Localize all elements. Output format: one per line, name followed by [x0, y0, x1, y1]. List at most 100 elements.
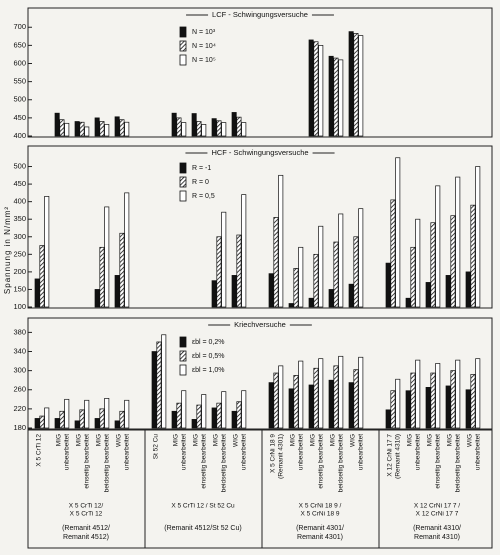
bar — [191, 419, 197, 429]
group-joint: X 5 CrTi 12/ — [69, 503, 104, 510]
bar — [268, 382, 274, 429]
bar — [415, 359, 421, 429]
bar — [395, 378, 401, 429]
bar — [176, 402, 182, 429]
bar — [333, 365, 339, 429]
bar — [59, 410, 65, 429]
x-tick-label: einseitig bearbeitet — [201, 434, 208, 489]
bar — [470, 374, 476, 429]
legend-swatch — [179, 162, 187, 174]
group-label: (Remanit 4512/ — [62, 525, 110, 532]
bar — [288, 388, 294, 429]
x-tick-label: WIG — [467, 434, 474, 447]
panel-title: LCF - Schwingungsversuche — [212, 10, 308, 19]
bar — [415, 218, 421, 308]
bar — [176, 117, 182, 137]
bar — [94, 418, 100, 429]
group-label: (Remanit 4301/ — [296, 525, 344, 532]
bar — [385, 409, 391, 429]
bar — [430, 222, 436, 308]
bar — [119, 119, 125, 137]
legend-swatch — [179, 176, 187, 188]
legend-swatch — [179, 336, 187, 348]
bar — [59, 119, 65, 137]
bar — [64, 122, 70, 137]
bar — [358, 35, 364, 137]
x-tick-label: WIG — [350, 434, 357, 447]
bar — [410, 246, 416, 308]
panel-frame — [27, 145, 493, 309]
legend-label: R = 0,5 — [192, 193, 215, 200]
bar — [333, 241, 339, 308]
bar — [151, 351, 157, 429]
bar — [318, 358, 324, 429]
bar — [405, 390, 411, 429]
bar — [221, 122, 227, 137]
category-frame — [27, 429, 493, 549]
bar — [196, 121, 202, 137]
legend-swatch — [179, 364, 187, 376]
x-tick-label: WIG — [233, 434, 240, 447]
y-tick-label: 400 — [13, 131, 26, 140]
bar — [236, 401, 242, 429]
x-tick-label: MIG — [173, 434, 180, 446]
bar — [64, 398, 70, 429]
panel-title: Kriechversuche — [234, 320, 286, 329]
x-tick-label: beidseitig bearbeitet — [338, 434, 345, 492]
y-tick-label: 100 — [13, 302, 26, 311]
group-label: Remanit 4512) — [63, 534, 109, 541]
y-tick-label: 450 — [13, 113, 26, 122]
bar — [161, 334, 167, 429]
bar — [308, 384, 314, 429]
bar — [338, 213, 344, 308]
bar — [119, 232, 125, 308]
x-tick-label: beidseitig bearbeitet — [221, 434, 228, 492]
bar — [44, 407, 50, 429]
bar — [465, 389, 471, 429]
legend-swatch — [179, 54, 187, 66]
legend-label: N = 10⁴ — [192, 43, 216, 50]
bar — [328, 289, 334, 308]
x-tick-label: unbearbeitet — [298, 434, 305, 470]
bar — [313, 41, 319, 137]
bar — [114, 420, 120, 429]
bar — [241, 390, 247, 429]
x-tick-label: WIG — [116, 434, 123, 447]
x-tick-label: (Remanit 4301) — [278, 434, 285, 479]
y-tick-label: 250 — [13, 249, 26, 258]
bar — [435, 363, 441, 429]
bar — [395, 157, 401, 308]
bar — [358, 356, 364, 429]
bar — [114, 116, 120, 137]
x-tick-label: unbearbeitet — [181, 434, 188, 470]
panel-frame — [27, 317, 493, 430]
bar — [231, 112, 237, 137]
bar — [171, 112, 177, 137]
legend-label: εbl = 0,2% — [192, 339, 225, 346]
x-tick-label: MIG — [447, 434, 454, 446]
y-tick-label: 500 — [13, 95, 26, 104]
panel-title: HCF - Schwingungsversuche — [211, 148, 308, 157]
legend-swatch — [179, 40, 187, 52]
legend-swatch — [179, 190, 187, 202]
bar — [348, 283, 354, 308]
bar — [231, 410, 237, 429]
x-tick-label: MIG — [427, 434, 434, 446]
bar — [54, 112, 60, 137]
bar — [425, 387, 431, 429]
bar — [211, 407, 217, 429]
x-tick-label: X 12 CrNi 17 7 — [387, 434, 394, 477]
bar — [318, 225, 324, 308]
group-joint: X 5 CrTi 12 / St 52 Cu — [171, 503, 235, 510]
y-tick-label: 220 — [13, 404, 26, 413]
bar — [221, 211, 227, 308]
bar — [278, 174, 284, 308]
bar — [231, 275, 237, 308]
bar — [216, 236, 222, 308]
bar — [54, 418, 60, 429]
panel-frame — [27, 7, 493, 138]
group-label: (Remanit 4310/ — [413, 525, 461, 532]
bar — [39, 415, 45, 429]
bar — [333, 57, 339, 137]
group-joint: X 5 CrTi 12 — [70, 511, 103, 518]
